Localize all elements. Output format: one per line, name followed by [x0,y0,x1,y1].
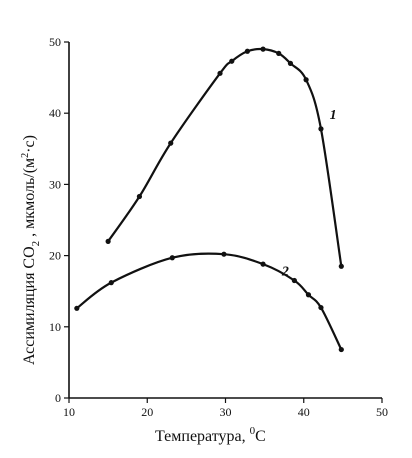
series-1-point [276,50,282,56]
series-1-point [136,193,143,200]
series-1-label: 1 [330,108,337,123]
series-2-point [338,346,344,353]
x-axis-title: Температура, 0C [155,425,266,445]
series-1-point [338,263,344,269]
y-tick-label: 0 [55,391,61,405]
y-tick-label: 20 [49,249,61,263]
series-1-point [318,126,324,132]
series-1-point [217,70,223,76]
series-2-point [221,251,227,257]
series-2-label: 2 [281,265,289,280]
y-tick-label: 40 [49,106,61,120]
x-axis-title-sup: 0 [250,425,256,437]
series-1-point [229,58,235,64]
y-axis-title-end: ·с) [21,135,38,153]
y-tick-label: 10 [49,320,61,334]
series-1-point [105,238,111,244]
x-tick-label: 50 [376,405,388,419]
series-2-point [169,255,175,261]
y-axis-title-post: , мкмоль/(м [21,158,38,241]
series-1-point [303,77,309,83]
series-2-point [108,280,114,286]
x-tick-label: 30 [220,405,232,419]
series-2-point [318,304,324,311]
series-1-point [244,48,251,54]
x-axis-title-main: Температура, [155,428,250,445]
x-tick-label: 10 [63,405,75,419]
series-2-point [291,277,297,284]
series-1-point [260,46,266,52]
y-axis-title-pre: Ассимиляция CO [21,246,38,365]
y-tick-label: 30 [49,177,61,191]
series-2-point [74,305,80,311]
y-axis-title-sup: 2 [20,153,31,158]
series-2-point [305,292,312,298]
y-axis-title-sub: 2 [30,241,42,247]
series-2-line [76,252,343,351]
series-group: 12 [74,46,344,353]
y-axis-title: Ассимиляция CO2 , мкмоль/(м2·с) [20,135,42,365]
series-2-point [260,261,266,267]
series-1-point [168,140,174,146]
y-tick-label: 50 [49,35,61,49]
series-1-point [287,60,294,66]
x-tick-label: 40 [298,405,310,419]
x-axis-title-unit: C [255,428,266,445]
x-tick-label: 20 [141,405,153,419]
